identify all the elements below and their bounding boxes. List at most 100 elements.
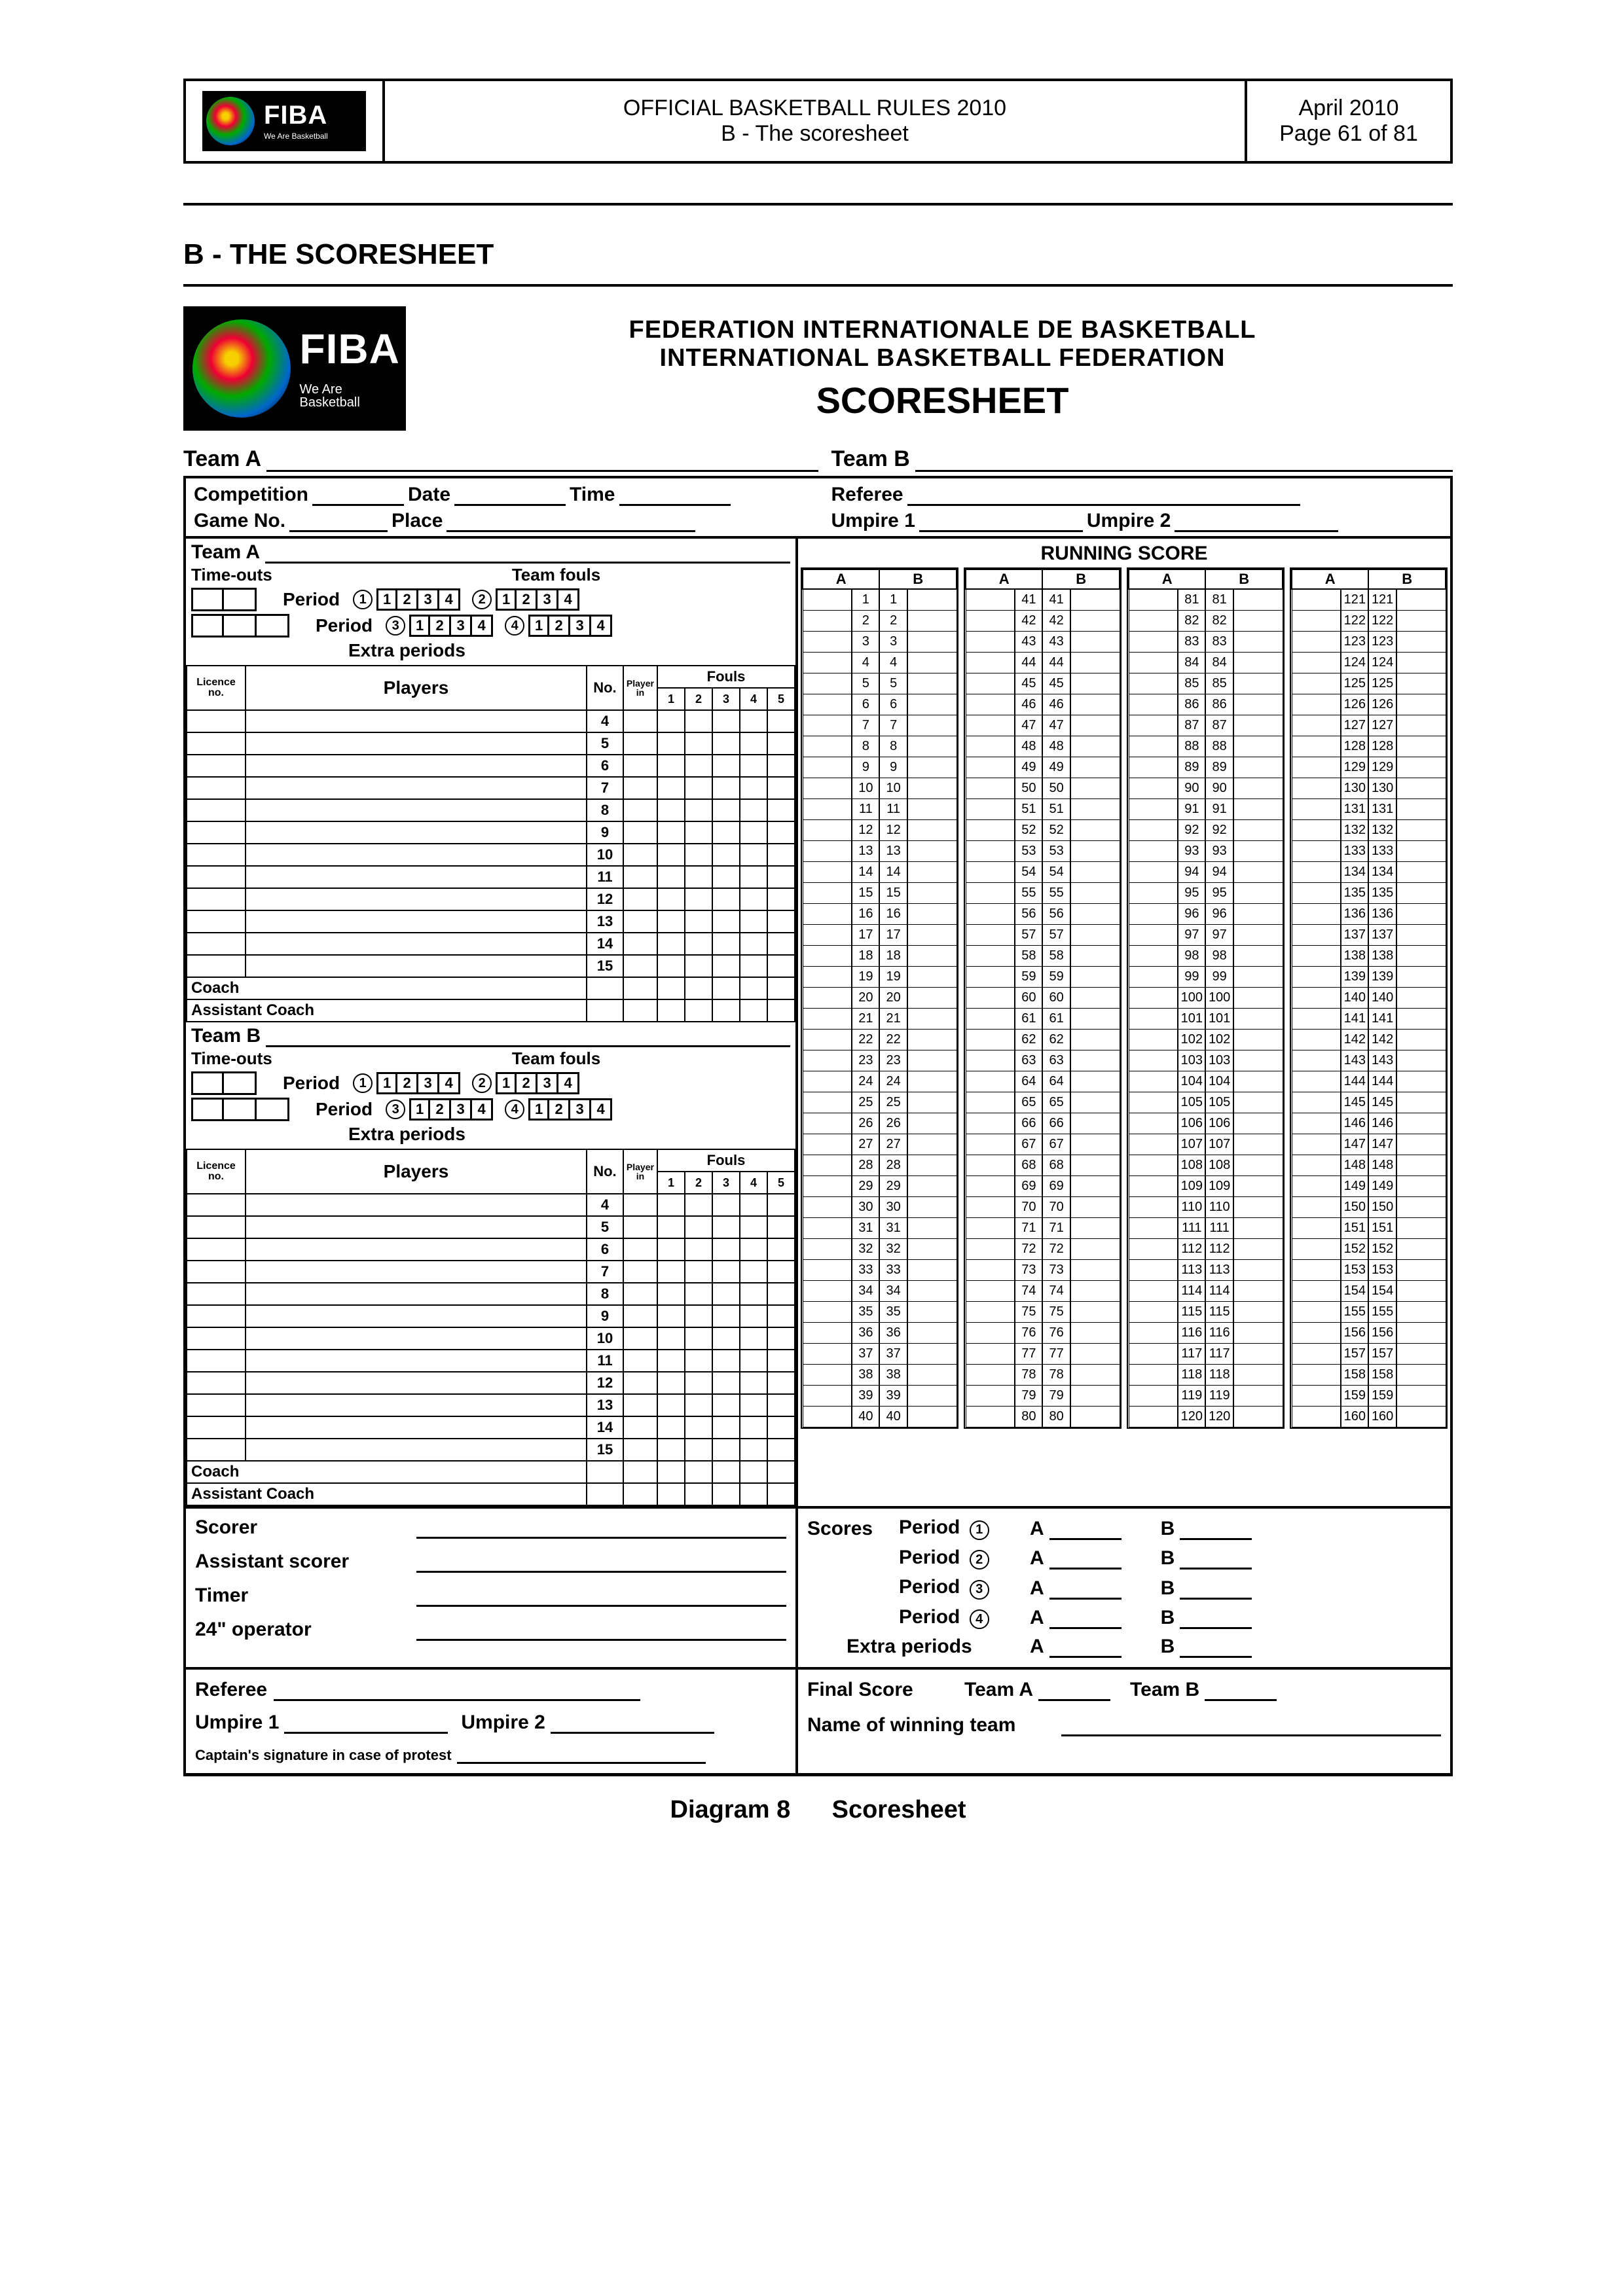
score-row: 9191 xyxy=(1129,798,1283,819)
score-num-b: 98 xyxy=(1205,945,1233,966)
score-row: 125125 xyxy=(1292,673,1446,694)
score-num-a: 37 xyxy=(852,1343,879,1364)
blank xyxy=(1049,1520,1122,1540)
score-row: 136136 xyxy=(1292,903,1446,924)
score-num-a: 141 xyxy=(1341,1008,1368,1029)
team-foul-box: 4 xyxy=(591,615,612,637)
score-num-a: 149 xyxy=(1341,1175,1368,1196)
foul-col: 1 xyxy=(657,1172,685,1194)
score-num-b: 151 xyxy=(1368,1217,1396,1238)
score-num-b: 69 xyxy=(1042,1175,1070,1196)
score-num-a: 66 xyxy=(1015,1113,1042,1134)
score-num-a: 18 xyxy=(852,945,879,966)
score-num-a: 94 xyxy=(1178,861,1205,882)
col-b-header: B xyxy=(1368,569,1446,589)
team-foul-box: 4 xyxy=(439,588,460,611)
player-number: 9 xyxy=(587,821,623,844)
score-num-b: 48 xyxy=(1042,736,1070,757)
score-row: 151151 xyxy=(1292,1217,1446,1238)
timeout-box xyxy=(224,1098,257,1121)
score-row: 115115 xyxy=(1129,1301,1283,1322)
score-num-a: 60 xyxy=(1015,987,1042,1008)
score-row: 2121 xyxy=(803,1008,957,1029)
timeout-box xyxy=(191,1098,224,1121)
period-label: Period xyxy=(283,1073,340,1094)
game-info-row: Competition Date Time Game No. Place Ref… xyxy=(186,478,1450,539)
score-row: 159159 xyxy=(1292,1385,1446,1406)
section-title: B - THE SCORESHEET xyxy=(183,238,1453,271)
player-number: 11 xyxy=(587,1350,623,1372)
score-num-a: 98 xyxy=(1178,945,1205,966)
team-b-label: Team B xyxy=(831,446,910,472)
score-num-b: 78 xyxy=(1042,1364,1070,1385)
score-row: 147147 xyxy=(1292,1134,1446,1155)
player-number: 13 xyxy=(587,1394,623,1416)
score-num-b: 123 xyxy=(1368,631,1396,652)
score-row: 6464 xyxy=(966,1071,1120,1092)
score-row: 8686 xyxy=(1129,694,1283,715)
score-row: 2323 xyxy=(803,1050,957,1071)
score-num-b: 37 xyxy=(879,1343,907,1364)
team-foul-box: 4 xyxy=(472,615,493,637)
blank xyxy=(416,1551,786,1573)
score-num-b: 53 xyxy=(1042,840,1070,861)
score-row: 7777 xyxy=(966,1343,1120,1364)
score-row: 112112 xyxy=(1129,1238,1283,1259)
score-num-a: 22 xyxy=(852,1029,879,1050)
player-row: 9 xyxy=(187,821,795,844)
score-num-a: 92 xyxy=(1178,819,1205,840)
score-num-a: 133 xyxy=(1341,840,1368,861)
score-row: 128128 xyxy=(1292,736,1446,757)
score-num-b: 125 xyxy=(1368,673,1396,694)
score-row: 155155 xyxy=(1292,1301,1446,1322)
foul-col: 3 xyxy=(712,688,740,710)
score-num-a: 135 xyxy=(1341,882,1368,903)
player-number: 12 xyxy=(587,888,623,910)
date-label: Date xyxy=(408,484,450,506)
score-row: 4545 xyxy=(966,673,1120,694)
player-number: 7 xyxy=(587,1261,623,1283)
col-b-header: B xyxy=(1042,569,1120,589)
score-num-a: 123 xyxy=(1341,631,1368,652)
score-num-b: 56 xyxy=(1042,903,1070,924)
score-num-b: 99 xyxy=(1205,966,1233,987)
blank xyxy=(416,1585,786,1607)
score-num-b: 105 xyxy=(1205,1092,1233,1113)
score-num-a: 150 xyxy=(1341,1196,1368,1217)
score-row: 1717 xyxy=(803,924,957,945)
timeout-boxes xyxy=(191,588,257,611)
timeout-box xyxy=(191,1071,224,1095)
score-num-a: 128 xyxy=(1341,736,1368,757)
score-num-b: 100 xyxy=(1205,987,1233,1008)
score-num-a: 105 xyxy=(1178,1092,1205,1113)
score-num-b: 39 xyxy=(879,1385,907,1406)
timeouts-label: Time-outs xyxy=(191,1049,322,1069)
score-num-a: 125 xyxy=(1341,673,1368,694)
players-header: Players xyxy=(246,666,587,710)
team-foul-boxes: 1234 xyxy=(528,1098,612,1121)
score-row: 3434 xyxy=(803,1280,957,1301)
score-num-b: 12 xyxy=(879,819,907,840)
number-header: No. xyxy=(587,1149,623,1194)
score-row: 5252 xyxy=(966,819,1120,840)
score-num-a: 76 xyxy=(1015,1322,1042,1343)
score-num-b: 55 xyxy=(1042,882,1070,903)
player-number: 13 xyxy=(587,910,623,933)
timeouts-header-row: Time-outs Team fouls xyxy=(186,1047,795,1070)
score-num-b: 135 xyxy=(1368,882,1396,903)
foul-col: 3 xyxy=(712,1172,740,1194)
a-label: A xyxy=(1030,1577,1044,1600)
score-row: 9393 xyxy=(1129,840,1283,861)
score-row: 5050 xyxy=(966,778,1120,798)
score-num-a: 5 xyxy=(852,673,879,694)
score-num-b: 47 xyxy=(1042,715,1070,736)
score-num-a: 25 xyxy=(852,1092,879,1113)
score-num-a: 131 xyxy=(1341,798,1368,819)
player-row: 5 xyxy=(187,1216,795,1238)
score-num-a: 88 xyxy=(1178,736,1205,757)
extra-periods-label: Extra periods xyxy=(186,639,795,665)
score-row: 117117 xyxy=(1129,1343,1283,1364)
score-num-a: 3 xyxy=(852,631,879,652)
player-number: 10 xyxy=(587,844,623,866)
score-num-a: 40 xyxy=(852,1406,879,1427)
